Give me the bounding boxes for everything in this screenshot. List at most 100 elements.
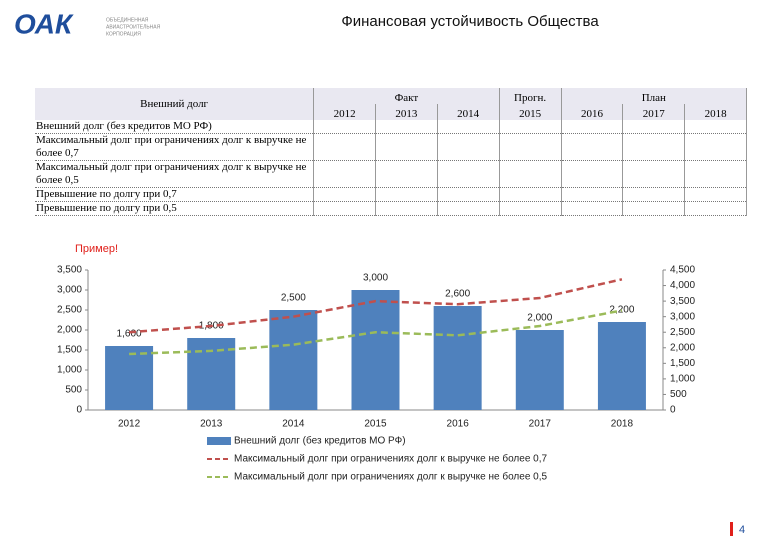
- cell: [313, 133, 376, 161]
- cell: [560, 187, 623, 202]
- line: [129, 309, 623, 356]
- page-marker: [730, 522, 733, 536]
- logo-text: АВИАСТРОИТЕЛЬНАЯ: [106, 24, 161, 30]
- x-tick-label: 2014: [282, 419, 305, 430]
- bar: [269, 310, 318, 410]
- cell: [684, 160, 747, 188]
- table-head: Внешний долг Факт Прогн. План 2012 2013 2014 20…: [35, 88, 748, 120]
- table-row: Максимальный долг при ограничениях долг …: [35, 133, 747, 161]
- year-label: 2012: [313, 104, 376, 120]
- table-row: Внешний долг (без кредитов МО РФ): [35, 120, 747, 134]
- cell: [436, 133, 500, 161]
- row-label: Превышение по долгу при 0,7: [35, 187, 314, 202]
- y-tick-label: 1,000: [57, 365, 82, 376]
- logo-text: КОРПОРАЦИЯ: [106, 31, 141, 37]
- year-label: 2014: [437, 104, 500, 120]
- y-tick-label: 1,500: [57, 345, 82, 356]
- year-label: 2016: [561, 104, 624, 120]
- cell: [622, 187, 685, 202]
- cell: [498, 201, 562, 216]
- legend-label: Максимальный долг при ограничениях долг …: [234, 471, 548, 483]
- y2-tick-label: 0: [670, 405, 676, 416]
- cell: [684, 133, 747, 161]
- cell: [313, 160, 376, 188]
- row-label: Максимальный долг при ограничениях долг …: [35, 160, 314, 188]
- y2-tick-label: 500: [670, 389, 687, 400]
- bar: [433, 306, 482, 410]
- year-label: 2013: [375, 104, 438, 120]
- cell: [436, 160, 500, 188]
- cell: [498, 120, 562, 134]
- cell: [436, 201, 500, 216]
- table-body: Внешний долг (без кредитов МО РФ) Максима…: [35, 120, 747, 216]
- group-label: План: [561, 88, 748, 104]
- logo-text: ОБЪЕДИНЕННАЯ: [106, 17, 149, 23]
- x-tick-label: 2017: [529, 419, 552, 430]
- page-number: 4: [739, 524, 745, 536]
- y2-tick-label: 2,500: [670, 327, 695, 338]
- cell: [684, 120, 747, 134]
- slide-title: Финансовая устойчивость Общества: [341, 13, 599, 30]
- table-row: Превышение по долгу при 0,7: [35, 187, 747, 202]
- y-tick-label: 3,500: [57, 265, 82, 276]
- cell: [498, 187, 562, 202]
- cell: [560, 201, 623, 216]
- bar: [351, 290, 400, 410]
- cell: [560, 160, 623, 188]
- year-label: 2018: [684, 104, 747, 120]
- year-label: 2015: [499, 104, 562, 120]
- row-label: Превышение по долгу при 0,5: [35, 201, 314, 216]
- logo: ОАК: [14, 8, 74, 39]
- cell: [684, 201, 747, 216]
- y2-tick-label: 4,000: [670, 280, 695, 291]
- legend-label: Максимальный долг при ограничениях долг …: [234, 453, 548, 465]
- y2-tick-label: 1,000: [670, 374, 695, 385]
- bar: [597, 322, 646, 410]
- cell: [622, 133, 685, 161]
- group-label: Прогн.: [499, 88, 562, 104]
- cell: [313, 187, 376, 202]
- data-label: 2,200: [609, 305, 634, 316]
- year-label: 2017: [622, 104, 686, 120]
- cell: [436, 120, 500, 134]
- cell: [374, 187, 438, 202]
- header-row: 2012 2013 2014 2015 2016 2017 2018: [35, 104, 747, 120]
- y-tick-label: 3,000: [57, 285, 82, 296]
- y-tick-label: 0: [76, 405, 82, 416]
- y-tick-label: 500: [65, 385, 82, 396]
- y2-tick-label: 2,000: [670, 342, 695, 353]
- y2-tick-label: 3,500: [670, 296, 695, 307]
- bar: [515, 330, 564, 410]
- table-row: Превышение по долгу при 0,5: [35, 201, 747, 216]
- x-tick-label: 2015: [364, 419, 387, 430]
- data-table: Внешний долг Факт Прогн. План 2012 2013 2014 20…: [35, 88, 748, 216]
- y-tick-label: 2,500: [57, 305, 82, 316]
- cell: [374, 120, 438, 134]
- cell: [436, 187, 500, 202]
- note: Пример!: [75, 243, 118, 255]
- data-label: 3,000: [363, 273, 388, 284]
- row-label: Внешний долг (без кредитов МО РФ): [35, 120, 314, 134]
- header-row: Внешний долг Факт Прогн. План: [35, 88, 748, 120]
- x-tick-label: 2012: [118, 419, 141, 430]
- y2-tick-label: 3,000: [670, 311, 695, 322]
- data-label: 2,500: [281, 293, 306, 304]
- cell: [560, 120, 623, 134]
- cell: [313, 120, 376, 134]
- table-row: Максимальный долг при ограничениях долг …: [35, 160, 747, 188]
- bar: [105, 346, 154, 410]
- cell: [498, 160, 562, 188]
- cell: [374, 201, 438, 216]
- y2-tick-label: 4,500: [670, 265, 695, 276]
- legend-swatch: [207, 437, 231, 445]
- x-tick-label: 2018: [611, 419, 634, 430]
- data-label: 2,600: [445, 289, 470, 300]
- y-tick-label: 2,000: [57, 325, 82, 336]
- row-label: Максимальный долг при ограничениях долг …: [35, 133, 314, 161]
- cell: [622, 201, 685, 216]
- group-label: Факт: [313, 88, 500, 104]
- legend-label: Внешний долг (без кредитов МО РФ): [234, 435, 406, 447]
- y2-tick-label: 1,500: [670, 358, 695, 369]
- cell: [374, 133, 438, 161]
